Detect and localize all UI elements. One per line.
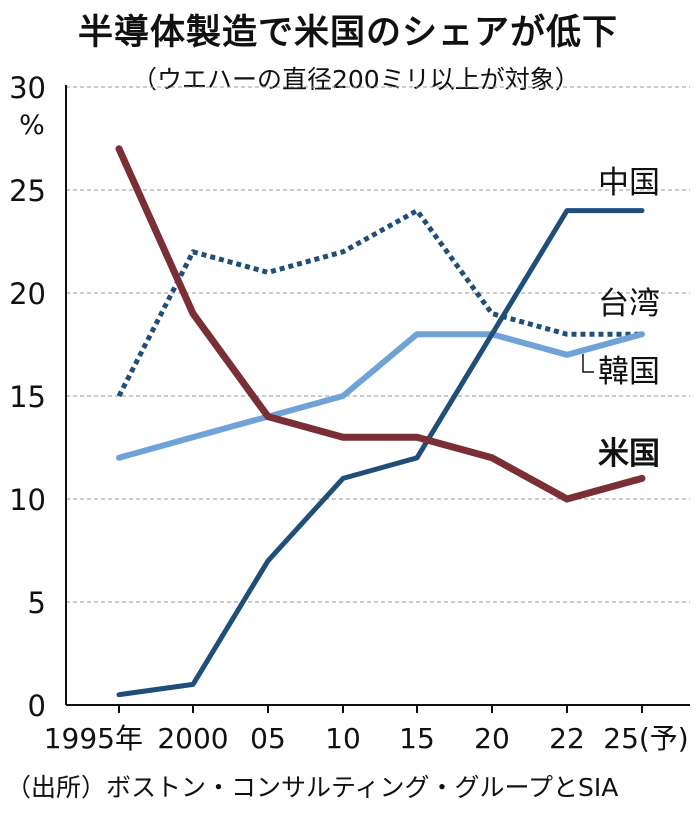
series-label-米国: 米国 [598,436,660,472]
y-unit-label: % [19,110,45,141]
series-label-中国: 中国 [598,165,660,201]
y-tick-label: 15 [9,380,46,414]
y-tick-label: 10 [9,483,46,517]
x-tick-label: 22 [549,722,585,755]
x-tick-label: 20 [474,722,510,755]
x-tick-label: 05 [250,722,286,755]
series-label-韓国: 韓国 [598,354,660,390]
series-layer [115,145,646,698]
chart-subtitle: （ウエハーの直径200ミリ以上が対象） [132,65,580,94]
series-line-米国 [115,145,646,503]
series-line-中国 [116,208,645,698]
y-tick-label: 30 [9,71,46,105]
series-line-韓国 [116,331,645,461]
source-note: （出所）ボストン・コンサルティング・グループとSIA [6,773,619,802]
x-tick-label: 15 [399,722,435,755]
korea-label-leader [582,354,594,373]
chart-title: 半導体製造で米国のシェアが低下 [77,13,618,53]
x-tick-label: 10 [325,722,361,755]
series-label-台湾: 台湾 [598,286,660,322]
y-tick-label: 25 [9,174,46,208]
series-line-台湾 [116,208,642,398]
grid-layer [66,86,690,603]
x-tick-label: 2000 [157,722,228,755]
y-tick-label: 20 [9,277,46,311]
y-tick-label: 5 [28,586,46,620]
y-tick-label: 0 [28,689,46,723]
x-tick-label: 1995年 [44,722,143,755]
x-tick-label: 25(予) [603,722,688,755]
